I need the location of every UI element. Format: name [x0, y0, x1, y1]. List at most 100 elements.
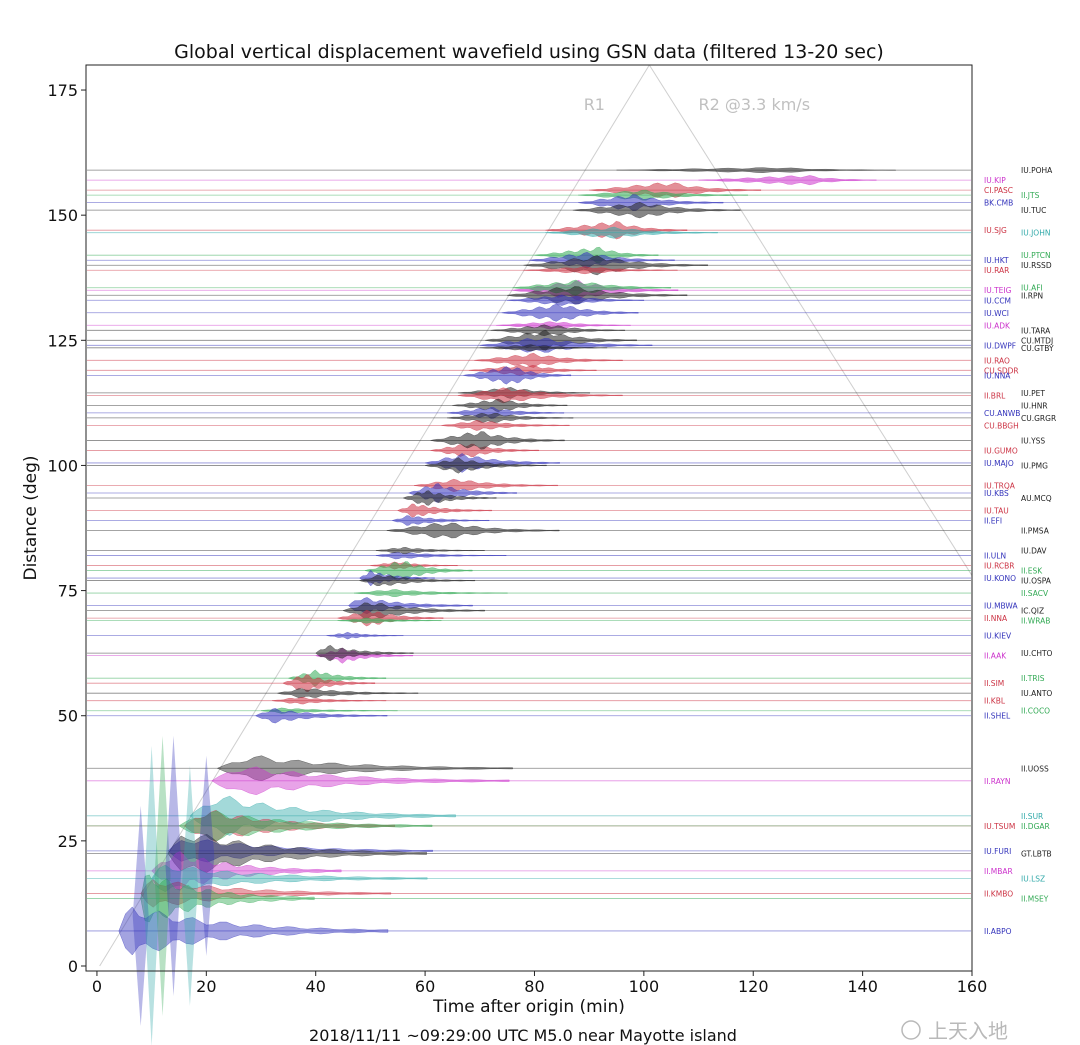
- station-label: II.ESK: [1021, 567, 1043, 576]
- near-field-arrival: [198, 755, 215, 956]
- wave-packet: [178, 810, 433, 842]
- station-label: IU.LSZ: [1021, 874, 1045, 883]
- y-tick-label: 150: [47, 206, 78, 225]
- station-label: IU.RAO: [984, 356, 1010, 365]
- station-label: IU.WCI: [984, 309, 1009, 318]
- x-axis-label: Time after origin (min): [432, 997, 625, 1017]
- chart-caption: 2018/11/11 ~09:29:00 UTC M5.0 near Mayot…: [309, 1026, 737, 1045]
- station-label: IU.OSPA: [1021, 577, 1052, 586]
- wave-packet: [523, 266, 678, 275]
- station-label: CU.ANWB: [984, 409, 1020, 418]
- x-tick-label: 100: [629, 977, 660, 996]
- x-tick-label: 80: [524, 977, 544, 996]
- wave-packet: [140, 879, 392, 908]
- y-axis: 0 25 50 75 100 125 150 175: [47, 81, 86, 976]
- station-label: CU.MTDJ: [1021, 336, 1053, 345]
- wave-packet: [216, 755, 513, 782]
- station-label: IU.KBS: [984, 489, 1009, 498]
- wave-packet: [452, 398, 568, 413]
- wave-packet: [315, 645, 414, 662]
- wave-packet: [490, 324, 626, 337]
- station-label: II.DGAR: [1021, 822, 1050, 831]
- station-label: GT.LBTB: [1021, 849, 1052, 858]
- station-label: II.KBL: [984, 697, 1006, 706]
- station-label: IU.KONO: [984, 574, 1016, 583]
- station-label: IU.SJG: [984, 226, 1007, 235]
- station-label: IU.DWPF: [984, 341, 1016, 350]
- plot-area: R1 R2 @3.3 km/s: [87, 64, 973, 1045]
- x-tick-label: 140: [847, 977, 878, 996]
- wave-packet: [545, 226, 718, 239]
- wave-packet: [254, 708, 388, 724]
- wave-packet: [430, 431, 565, 450]
- chart-title: Global vertical displacement wavefield u…: [174, 41, 884, 63]
- station-label: IU.PTCN: [1021, 251, 1051, 260]
- plot-frame: [85, 64, 973, 972]
- station-label: IU.KIP: [984, 176, 1006, 185]
- wave-packet: [277, 688, 419, 699]
- station-label: II.ABPO: [984, 927, 1012, 936]
- wave-packet: [353, 589, 508, 598]
- station-label: IU.RSSD: [1021, 261, 1052, 270]
- station-label: CU.SDDR: [984, 366, 1019, 375]
- station-label: IU.PET: [1021, 389, 1045, 398]
- phase-label: R1: [584, 95, 605, 114]
- wave-packet: [402, 490, 497, 506]
- station-label: II.NNA: [984, 614, 1008, 623]
- station-label: IU.TSUM: [984, 822, 1015, 831]
- wave-packet: [501, 303, 639, 322]
- r2-moveout-line: [648, 64, 973, 576]
- station-label: IU.FURI: [984, 847, 1011, 856]
- station-label: IU.YSS: [1021, 436, 1045, 445]
- station-label: II.AAK: [984, 652, 1007, 661]
- y-tick-label: 175: [47, 81, 78, 100]
- station-label: II.WRAB: [1021, 617, 1050, 626]
- station-label: II.SUR: [1021, 812, 1043, 821]
- wave-packet: [446, 412, 574, 423]
- y-tick-label: 125: [47, 331, 78, 350]
- phase-label: R2 @3.3 km/s: [699, 95, 811, 114]
- station-label: IU.HNR: [1021, 401, 1048, 410]
- station-label: II.ULN: [984, 552, 1006, 561]
- station-label: II.PMSA: [1021, 527, 1050, 536]
- wave-packet: [425, 457, 547, 474]
- y-tick-label: 75: [58, 582, 78, 601]
- wave-packet: [572, 202, 741, 219]
- station-label: CU.GTBY: [1021, 344, 1054, 353]
- station-label: IU.DAV: [1021, 547, 1047, 556]
- wave-packet: [375, 551, 507, 560]
- station-label: II.EFI: [984, 517, 1002, 526]
- station-label: IU.POHA: [1021, 166, 1053, 175]
- wave-packet: [397, 503, 493, 518]
- wave-packet: [479, 344, 608, 352]
- station-label: II.SACV: [1021, 589, 1049, 598]
- station-label: II.KMBO: [984, 889, 1013, 898]
- station-label: CU.BBGH: [984, 421, 1019, 430]
- station-label: IU.TARA: [1021, 326, 1051, 335]
- watermark-text: 上天入地: [928, 1019, 1008, 1043]
- wave-packet: [358, 575, 476, 587]
- station-label: II.SIM: [984, 679, 1004, 688]
- station-label: II.RPN: [1021, 291, 1043, 300]
- station-label: IU.HKT: [984, 256, 1009, 265]
- wave-packet: [363, 561, 473, 580]
- station-label: IU.MAJO: [984, 459, 1014, 468]
- x-axis: 0 20 40 60 80 100 120 140 160: [92, 971, 987, 996]
- station-label: IU.NNA: [984, 371, 1011, 380]
- near-field-arrival: [165, 735, 182, 997]
- station-label: II.TRIS: [1021, 674, 1045, 683]
- station-label: IU.RAR: [984, 266, 1009, 275]
- wave-packet: [151, 851, 342, 891]
- wave-packet: [167, 834, 427, 873]
- wave-packet: [386, 522, 560, 539]
- station-label: IU.AFI: [1021, 284, 1043, 293]
- wave-packet: [140, 874, 315, 923]
- station-label: IU.TEIG: [984, 286, 1012, 295]
- wave-packet: [326, 631, 404, 640]
- x-tick-label: 20: [196, 977, 216, 996]
- y-axis-label: Distance (deg): [21, 455, 41, 580]
- y-tick-label: 100: [47, 456, 78, 475]
- wave-packet: [616, 167, 896, 173]
- watermark-icon: [901, 1020, 921, 1040]
